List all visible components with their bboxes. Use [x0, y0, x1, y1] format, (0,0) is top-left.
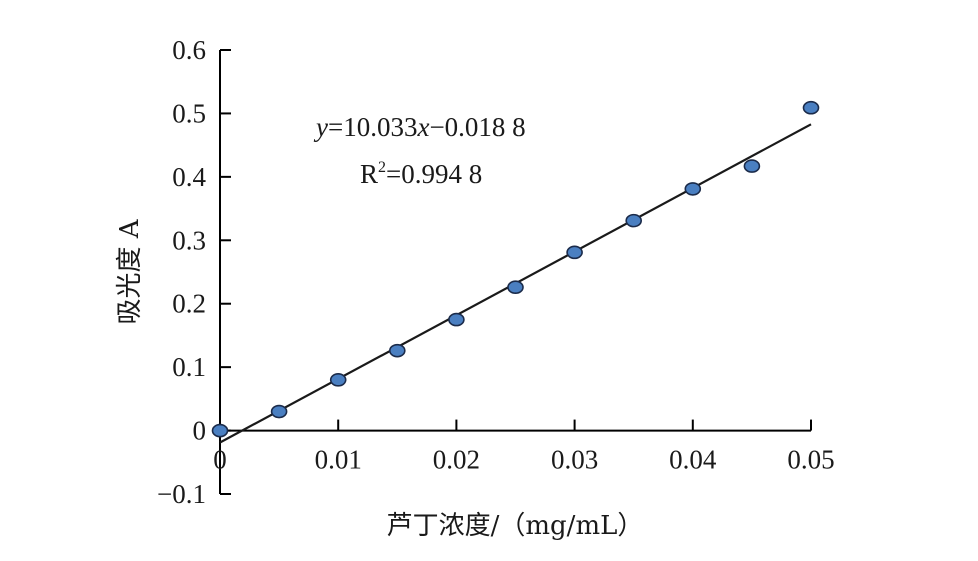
- y-tick-label: 0: [193, 416, 207, 446]
- data-point: [448, 312, 465, 327]
- data-point: [625, 213, 643, 228]
- y-tick-label: 0.6: [172, 35, 206, 65]
- r-squared-value: =0.994 8: [386, 159, 482, 189]
- data-point: [507, 280, 524, 295]
- y-axis-title: 吸光度 A: [115, 218, 145, 324]
- data-point: [388, 343, 406, 358]
- r-squared-superscript: 2: [378, 159, 386, 176]
- y-tick-label: 0.3: [172, 225, 206, 255]
- x-ticks: 0 0.01 0.02 0.03 0.04 0.05: [213, 419, 835, 475]
- data-point: [684, 182, 702, 196]
- y-tick-label: 0.2: [172, 289, 206, 319]
- equation-x-var: x: [416, 112, 429, 142]
- data-point: [743, 159, 761, 173]
- x-tick-label: 0.01: [315, 445, 362, 475]
- data-point: [211, 423, 229, 438]
- data-point: [329, 373, 347, 387]
- data-points: [211, 100, 820, 438]
- x-tick-label: 0.04: [669, 445, 717, 475]
- equation-y-var: y: [313, 112, 328, 142]
- y-tick-label: 0.1: [172, 352, 206, 382]
- x-tick-label: 0.03: [551, 445, 598, 475]
- x-axis-title: 芦丁浓度/（mg/mL）: [387, 511, 644, 541]
- equation-rhs-1: =10.033: [328, 112, 417, 142]
- x-tick-label: 0: [213, 445, 227, 475]
- y-tick-label: 0.5: [172, 98, 206, 128]
- data-point: [566, 245, 583, 260]
- r-squared-prefix: R: [360, 159, 378, 189]
- x-tick-label: 0.05: [787, 445, 834, 475]
- data-point: [270, 404, 288, 419]
- y-ticks: −0.100.10.20.30.40.50.6: [157, 35, 231, 509]
- y-tick-label: 0.4: [172, 162, 206, 192]
- data-point: [802, 100, 820, 115]
- regression-equation: y=10.033x−0.018 8: [313, 112, 526, 142]
- r-squared-label: R2=0.994 8: [360, 159, 482, 189]
- equation-rhs-2: −0.018 8: [429, 112, 525, 142]
- y-tick-label: −0.1: [157, 479, 206, 509]
- x-tick-label: 0.02: [433, 445, 480, 475]
